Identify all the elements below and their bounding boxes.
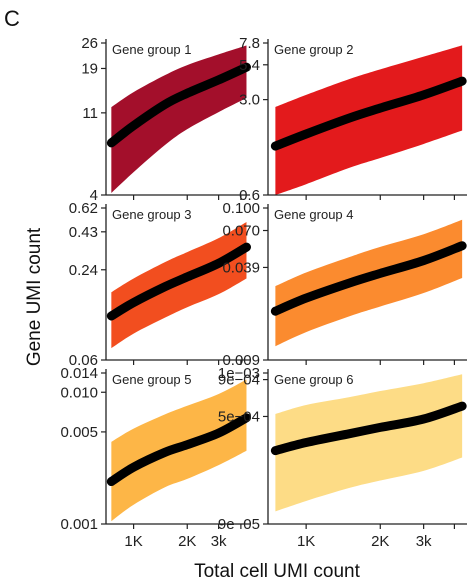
y-tick-label: 5e−04: [218, 408, 260, 425]
y-tick-label: 0.010: [60, 384, 98, 401]
x-axis-title: Total cell UMI count: [194, 561, 361, 582]
ribbon-band: [275, 374, 463, 512]
x-tick-label: 3k: [211, 533, 227, 550]
y-tick-label: 7.8: [239, 35, 260, 52]
y-tick-label: 0.039: [222, 259, 260, 276]
trend-line: [106, 62, 251, 148]
x-tick-label: 3k: [416, 533, 432, 550]
y-tick-label: 5.4: [239, 57, 260, 74]
y-tick-label: 1e−03: [218, 365, 260, 382]
y-tick-label: 19: [81, 60, 98, 77]
panel-1: 4 11 19 26 Gene group 1: [81, 35, 251, 204]
y-tick-label: 0.6: [239, 187, 260, 204]
panel-letter: C: [4, 6, 20, 31]
panel-title: Gene group 6: [274, 372, 354, 387]
panel-title: Gene group 1: [112, 42, 192, 57]
panels-grid: 4 11 19 26 Gene group 1 0.6 3.0 5.4 7.8 Gene grou…: [60, 35, 467, 550]
y-tick-label: 0.070: [222, 223, 260, 240]
x-tick-label: 2K: [178, 533, 196, 550]
x-tick-label: 1K: [124, 533, 142, 550]
x-tick-label: 2K: [371, 533, 389, 550]
y-tick-label: 0.06: [69, 352, 98, 369]
y-axis-title: Gene UMI count: [24, 227, 45, 366]
panel-2: 0.6 3.0 5.4 7.8 Gene group 2: [239, 35, 467, 204]
ribbon-band: [275, 219, 463, 347]
y-tick-label: 11: [82, 105, 98, 122]
y-tick-label: 9e−04: [218, 372, 260, 389]
trend-line: [270, 401, 467, 456]
y-tick-label: 0.005: [60, 424, 98, 441]
y-tick-label: 0.62: [69, 200, 98, 217]
y-tick-label: 26: [81, 35, 98, 52]
panel-title: Gene group 4: [274, 207, 354, 222]
x-tick-label: 1K: [297, 533, 315, 550]
panel-title: Gene group 5: [112, 372, 192, 387]
y-tick-label: 4: [90, 187, 98, 204]
y-tick-label: 0.24: [69, 262, 98, 279]
ribbon-band: [275, 45, 463, 195]
y-tick-label: 0.014: [60, 365, 98, 382]
y-tick-label: 3.0: [239, 92, 260, 109]
y-tick-label: 9e−05: [218, 516, 260, 533]
y-tick-label: 0.001: [60, 516, 98, 533]
trend-line: [270, 76, 467, 151]
trend-line: [106, 242, 251, 321]
panel-title: Gene group 2: [274, 42, 354, 57]
panel-5: 0.001 0.005 0.010 0.014 1K 2K 3k Gene group 5: [60, 365, 251, 550]
panel-4: 0.009 0.039 0.070 0.100 Gene group 4: [222, 200, 467, 369]
y-tick-label: 0.009: [222, 352, 260, 369]
trend-line: [270, 241, 467, 316]
panel-3: 0.06 0.24 0.43 0.62 Gene group 3: [69, 200, 251, 369]
trend-line: [106, 413, 251, 487]
panel-title: Gene group 3: [112, 207, 192, 222]
y-tick-label: 0.43: [69, 224, 98, 241]
y-tick-label: 0.100: [222, 200, 260, 217]
ribbon-band: [111, 45, 247, 193]
